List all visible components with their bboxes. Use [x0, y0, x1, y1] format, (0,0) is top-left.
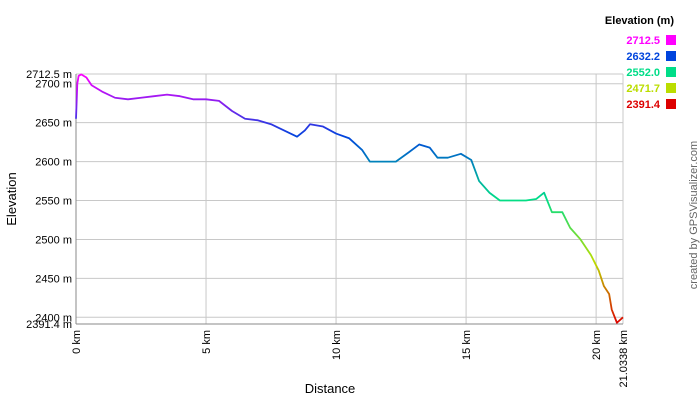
y-tick-label: 2550 m	[35, 196, 72, 208]
elevation-line	[75, 73, 624, 324]
y-tick-label: 2500 m	[35, 234, 72, 246]
y-tick-label: 2400 m	[35, 312, 72, 324]
legend-swatch	[666, 35, 676, 45]
y-tick-label: 2700 m	[35, 79, 72, 91]
legend-swatch	[666, 67, 676, 77]
legend-label: 2471.7	[626, 83, 660, 95]
legend-swatch	[666, 83, 676, 93]
legend-label: 2552.0	[626, 67, 660, 79]
x-axis-title: Distance	[305, 381, 356, 396]
x-tick-label: 0 km	[71, 330, 83, 354]
y-tick-label: 2712.5 m	[26, 69, 72, 81]
legend-swatch	[666, 99, 676, 109]
legend-label: 2632.2	[626, 51, 660, 63]
x-tick-label: 10 km	[331, 330, 343, 360]
y-tick-label: 2391.4 m	[26, 319, 72, 331]
credit: created by GPSVisualizer.com	[688, 141, 700, 289]
y-tick-label: 2600 m	[35, 157, 72, 169]
x-tick-label: 21.0338 km	[618, 330, 630, 387]
y-tick-label: 2450 m	[35, 273, 72, 285]
y-tick-label: 2650 m	[35, 118, 72, 130]
legend-label: 2712.5	[626, 35, 660, 47]
plot-area	[76, 74, 623, 324]
legend-title: Elevation (m)	[605, 15, 674, 27]
legend-swatch	[666, 51, 676, 61]
y-axis-title: Elevation	[4, 172, 19, 225]
x-tick-label: 5 km	[201, 330, 213, 354]
x-tick-label: 20 km	[591, 330, 603, 360]
x-tick-label: 15 km	[461, 330, 473, 360]
legend-label: 2391.4	[626, 99, 661, 111]
